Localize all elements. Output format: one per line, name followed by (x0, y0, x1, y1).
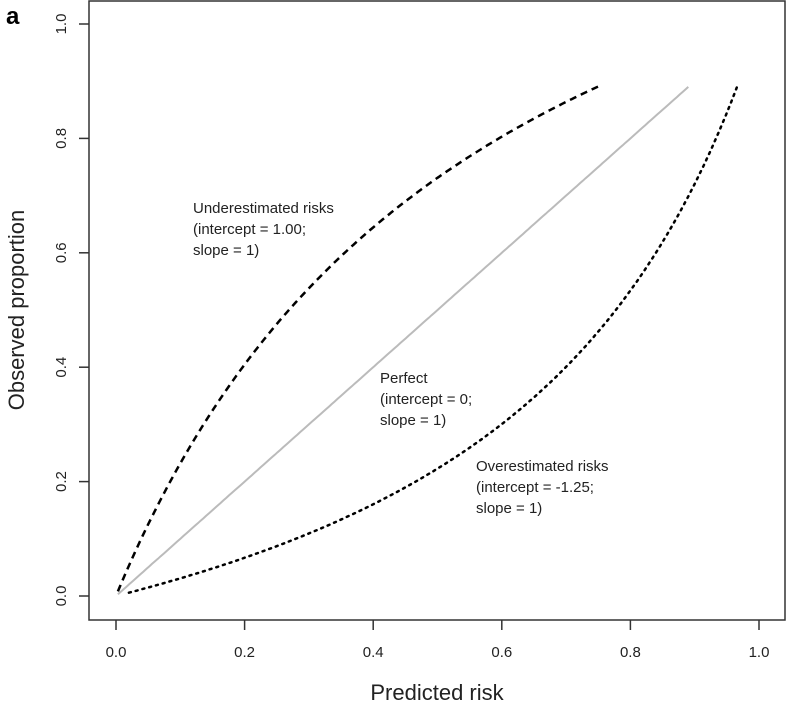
x-tick-label: 0.8 (620, 644, 641, 661)
series-annotation: (intercept = 1.00; (193, 221, 306, 238)
series-annotation: Overestimated risks (476, 458, 609, 475)
x-tick-label: 1.0 (749, 644, 770, 661)
series-annotation: (intercept = 0; (380, 391, 472, 408)
series-annotation: slope = 1) (193, 242, 259, 259)
x-tick-label: 0.0 (106, 644, 127, 661)
y-axis-label: Observed proportion (4, 210, 29, 411)
x-tick-label: 0.2 (234, 644, 255, 661)
y-tick-label: 0.4 (53, 357, 70, 378)
series-annotation: Perfect (380, 370, 428, 387)
y-tick-label: 0.6 (53, 242, 70, 263)
x-tick-label: 0.4 (363, 644, 384, 661)
series-line-perfect (117, 86, 689, 596)
series-line-underestimated-risks (116, 85, 599, 592)
y-tick-label: 0.2 (53, 471, 70, 492)
series-line-overestimated-risks (127, 85, 739, 594)
y-tick-label: 1.0 (53, 14, 70, 35)
series-annotation: Underestimated risks (193, 200, 334, 217)
y-tick-label: 0.0 (53, 586, 70, 607)
x-tick-label: 0.6 (491, 644, 512, 661)
y-tick-label: 0.8 (53, 128, 70, 149)
series-annotation: slope = 1) (476, 500, 542, 517)
plot-frame (88, 0, 786, 621)
panel-label: a (6, 3, 20, 30)
series-annotation: (intercept = -1.25; (476, 479, 594, 496)
x-axis-label: Predicted risk (370, 680, 504, 705)
series-annotation: slope = 1) (380, 412, 446, 429)
